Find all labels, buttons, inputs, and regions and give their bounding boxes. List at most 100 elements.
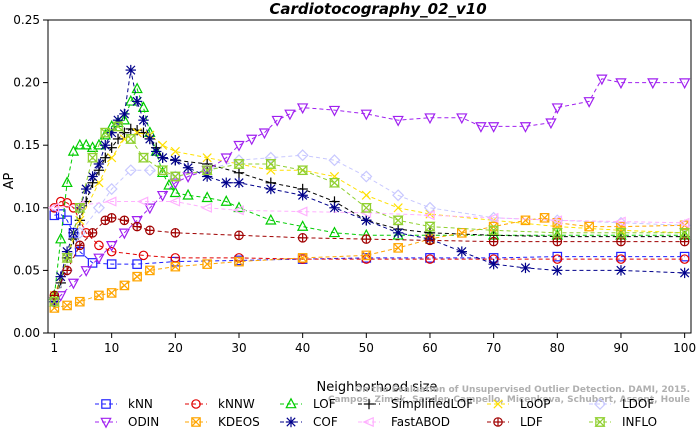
data-point (119, 215, 130, 226)
legend-marker (594, 417, 606, 427)
data-point (361, 190, 371, 200)
data-point (679, 254, 690, 264)
legend: kNN kNNW LOF SimplifiedLOF LoOP LDOF ODIN KDEOS… (95, 397, 657, 429)
data-point (105, 182, 118, 196)
legend-label: LOF (313, 397, 336, 411)
series-line (53, 132, 685, 296)
data-point (124, 164, 137, 177)
data-point (486, 212, 499, 223)
data-point (61, 253, 73, 263)
data-point (119, 127, 130, 138)
legend-item-inflo: INFLO (589, 415, 657, 429)
data-point (233, 159, 245, 169)
data-point (201, 158, 213, 170)
data-point (131, 124, 143, 136)
legend-marker (285, 397, 297, 409)
data-point (297, 233, 308, 243)
data-point (168, 196, 181, 207)
series-line (53, 217, 685, 296)
data-point (328, 105, 341, 117)
watermark-line-2: Campos, Zimek, Sander, Campello, Micenko… (328, 395, 690, 405)
data-point (265, 213, 277, 225)
data-point (47, 202, 60, 213)
data-point (425, 235, 435, 246)
legend-label: FastABOD (391, 415, 450, 429)
data-point (520, 262, 531, 274)
legend-label: kNN (128, 397, 153, 411)
data-point (258, 128, 271, 140)
data-point (265, 159, 277, 169)
data-point (423, 210, 435, 221)
data-point (125, 123, 136, 135)
series-line (54, 200, 685, 260)
data-point (144, 133, 156, 145)
data-point (105, 241, 118, 252)
data-point (296, 103, 309, 115)
x-tick-label: 60 (422, 341, 437, 355)
data-point (246, 134, 258, 146)
data-point (221, 177, 232, 188)
legend-label: INFLO (622, 415, 657, 429)
data-point (297, 165, 309, 176)
data-point (93, 253, 105, 265)
data-point (392, 115, 404, 127)
series-line (53, 154, 685, 302)
data-point (169, 170, 182, 183)
legend-item-kdeos: KDEOS (185, 415, 260, 429)
legend-marker (363, 398, 375, 410)
data-point (295, 206, 308, 217)
data-point (361, 234, 372, 244)
data-point (106, 246, 117, 257)
legend-marker (493, 417, 503, 427)
data-point (487, 122, 500, 133)
data-point (100, 140, 111, 151)
x-tick-label: 10 (104, 341, 119, 355)
x-tick-label: 1 (51, 341, 59, 355)
data-point (393, 203, 403, 213)
data-point (201, 191, 213, 203)
series-line (54, 78, 685, 303)
data-point (163, 178, 175, 190)
data-point (678, 228, 691, 238)
data-point (169, 186, 182, 198)
legend-item-fastabod: FastABOD (358, 415, 450, 429)
data-point (118, 113, 131, 125)
data-point (125, 64, 136, 76)
data-point (200, 202, 212, 213)
data-point (552, 236, 563, 247)
data-point (393, 243, 403, 253)
data-point (80, 266, 92, 277)
data-point (107, 153, 117, 163)
legend-marker (593, 397, 607, 411)
legend-item-ldf: LDF (487, 415, 543, 429)
data-point (106, 288, 117, 298)
data-point (170, 146, 180, 157)
data-point (156, 190, 169, 202)
data-point (131, 216, 143, 227)
data-point (616, 251, 626, 262)
data-point (49, 290, 60, 301)
data-point (74, 138, 86, 150)
x-tick-label: 70 (486, 341, 501, 355)
series-line (53, 128, 685, 302)
data-point (75, 240, 85, 251)
data-point (106, 259, 117, 269)
data-point (99, 127, 111, 138)
x-tick-label: 50 (359, 341, 374, 355)
data-point (233, 177, 245, 188)
data-point (234, 230, 244, 241)
data-point (475, 122, 487, 133)
y-tick-label: 0.15 (13, 138, 40, 152)
data-point (100, 215, 111, 226)
series-inflo (48, 121, 691, 307)
legend-label: COF (313, 415, 338, 429)
series-ldf (49, 213, 690, 301)
data-point (361, 215, 372, 226)
data-point (201, 165, 213, 176)
data-point (677, 217, 690, 228)
x-tick-label: 40 (295, 341, 310, 355)
data-point (457, 228, 467, 238)
data-point (392, 189, 405, 202)
legend-label: SimplifiedLOF (391, 397, 473, 411)
